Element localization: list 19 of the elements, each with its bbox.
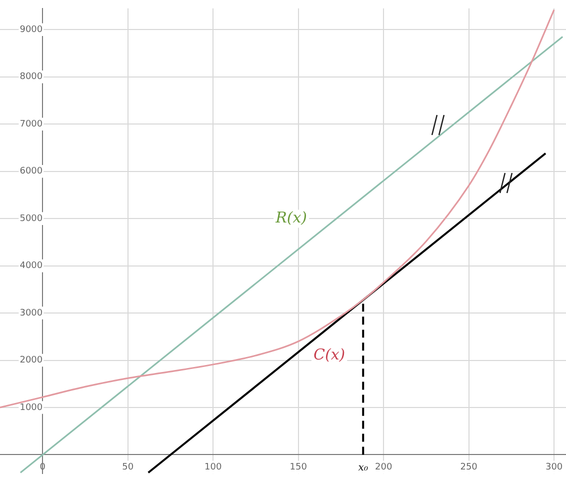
y-tick-label: 8000 <box>20 72 43 82</box>
x-tick-label: x₀ <box>358 462 368 474</box>
series-label: C(x) <box>313 346 346 364</box>
y-tick-label: 7000 <box>20 119 43 130</box>
x-tick-label: 250 <box>460 462 478 472</box>
x-tick-label: 300 <box>545 462 563 472</box>
y-tick-label: 6000 <box>20 166 43 177</box>
x-tick-label: 200 <box>374 462 392 472</box>
x-tick-label: 100 <box>204 462 222 472</box>
y-tick-label: 5000 <box>20 214 43 224</box>
series-label: R(x) <box>274 208 308 227</box>
x-tick-label: 50 <box>122 462 134 472</box>
x-tick-label: 150 <box>290 462 308 472</box>
y-tick-label: 2000 <box>20 356 43 366</box>
line-series <box>0 9 555 408</box>
y-tick-label: 9000 <box>20 24 43 35</box>
y-tick-label: 1000 <box>20 402 43 413</box>
y-tick-label: 3000 <box>20 308 43 318</box>
y-tick-label: 4000 <box>20 261 43 272</box>
